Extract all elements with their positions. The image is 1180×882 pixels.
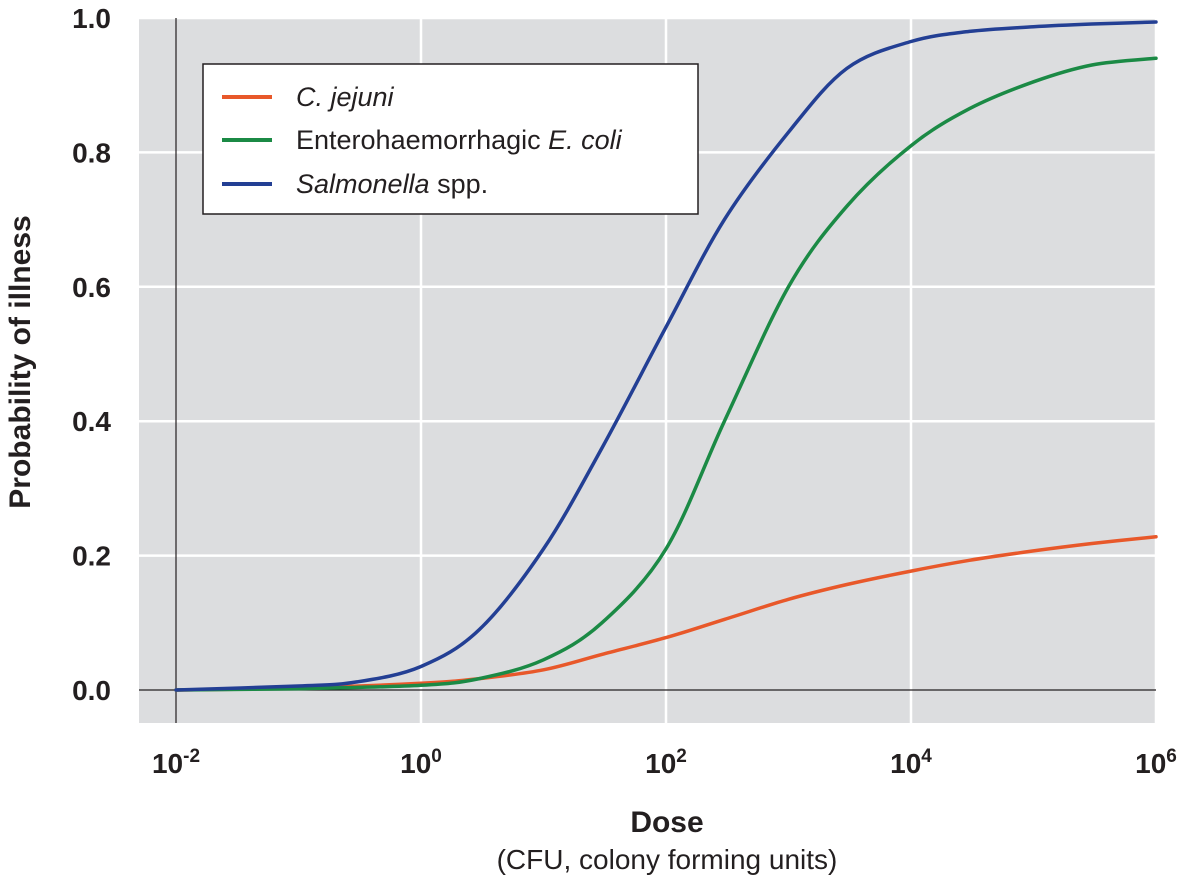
series-line-0 — [174, 535, 1158, 692]
legend: C. jejuni Enterohaemorrhagic E. coli Salmo… — [202, 63, 699, 215]
series-lines — [174, 20, 1158, 692]
y-tick-label-4: 0.8 — [72, 137, 111, 168]
legend-label-0: C. jejuni — [296, 82, 395, 112]
x-tick-label-4: 106 — [1135, 746, 1177, 779]
y-axis-tick-labels: 0.0 0.2 0.4 0.6 0.8 1.0 — [72, 3, 111, 706]
series-line-1 — [174, 56, 1158, 692]
y-tick-label-3: 0.6 — [72, 272, 111, 303]
legend-box — [202, 63, 699, 215]
x-tick-label-1: 100 — [400, 746, 442, 779]
legend-label-1: Enterohaemorrhagic E. coli — [296, 125, 623, 155]
x-tick-label-3: 104 — [890, 746, 932, 779]
legend-label-2: Salmonella spp. — [296, 169, 488, 199]
y-tick-label-5: 1.0 — [72, 3, 111, 34]
x-axis-subtitle: (CFU, colony forming units) — [497, 844, 838, 875]
x-tick-label-2: 102 — [645, 746, 687, 779]
x-axis-title: Dose — [630, 806, 703, 839]
x-axis-tick-labels: 10-2 100 102 104 106 — [152, 746, 1177, 779]
y-axis-title: Probability of illness — [4, 215, 37, 508]
y-tick-label-1: 0.2 — [72, 541, 111, 572]
y-tick-label-0: 0.0 — [72, 675, 111, 706]
x-tick-label-0: 10-2 — [152, 746, 200, 779]
series-line-2 — [174, 20, 1158, 692]
y-tick-label-2: 0.4 — [72, 406, 111, 437]
